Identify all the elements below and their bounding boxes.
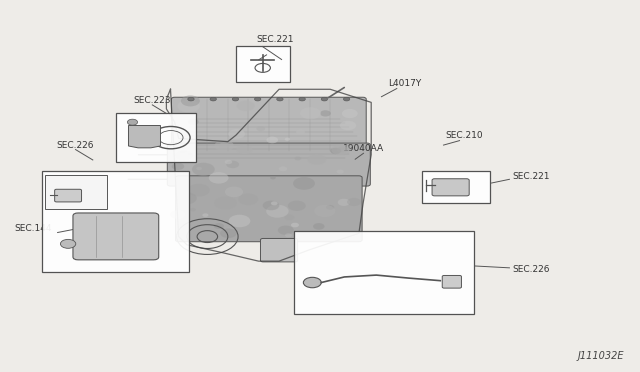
Text: 19040AA: 19040AA (343, 144, 384, 153)
Circle shape (214, 223, 224, 229)
Text: SEC.223: SEC.223 (134, 96, 171, 105)
Circle shape (177, 146, 188, 152)
Text: SEC.144: SEC.144 (15, 224, 52, 233)
FancyBboxPatch shape (442, 275, 461, 288)
Circle shape (210, 97, 216, 101)
Bar (294, 231, 474, 314)
Circle shape (293, 177, 315, 190)
Circle shape (320, 110, 331, 116)
Circle shape (172, 163, 184, 170)
Text: SEC.226: SEC.226 (57, 141, 94, 150)
Circle shape (224, 218, 241, 228)
Circle shape (190, 208, 196, 211)
Circle shape (236, 145, 253, 154)
Circle shape (262, 201, 280, 210)
Text: SEC.221: SEC.221 (512, 172, 550, 181)
Circle shape (196, 167, 202, 170)
Circle shape (307, 154, 326, 165)
Circle shape (169, 119, 186, 130)
Circle shape (181, 95, 200, 106)
Circle shape (232, 97, 239, 101)
Circle shape (60, 240, 76, 248)
Circle shape (177, 100, 200, 113)
Circle shape (228, 129, 245, 139)
Circle shape (294, 157, 301, 160)
Bar (236, 46, 290, 82)
Circle shape (296, 129, 305, 135)
Circle shape (175, 150, 193, 160)
Circle shape (340, 121, 356, 130)
Text: SEC.210: SEC.210 (446, 131, 483, 140)
Circle shape (300, 107, 321, 119)
Circle shape (225, 187, 243, 197)
Circle shape (255, 97, 261, 101)
Circle shape (271, 201, 278, 205)
Circle shape (270, 176, 276, 179)
Circle shape (175, 192, 197, 205)
Circle shape (266, 137, 278, 143)
Circle shape (337, 170, 344, 174)
Circle shape (342, 109, 358, 118)
Circle shape (202, 214, 209, 217)
Circle shape (338, 199, 350, 206)
FancyBboxPatch shape (73, 213, 159, 260)
Text: SEC.226: SEC.226 (512, 265, 550, 274)
FancyBboxPatch shape (172, 97, 366, 153)
Circle shape (237, 100, 255, 111)
Circle shape (285, 138, 290, 141)
Circle shape (347, 198, 361, 206)
Circle shape (321, 97, 328, 101)
Circle shape (227, 161, 239, 168)
Circle shape (192, 163, 215, 176)
Circle shape (221, 227, 237, 236)
Circle shape (209, 172, 228, 184)
Text: J111032E: J111032E (577, 351, 624, 361)
FancyBboxPatch shape (175, 176, 362, 242)
Circle shape (266, 205, 289, 218)
Circle shape (326, 205, 334, 210)
Circle shape (313, 223, 324, 230)
Circle shape (170, 210, 185, 219)
Text: L4017Y: L4017Y (388, 79, 421, 88)
Circle shape (276, 97, 283, 101)
Circle shape (238, 193, 259, 205)
Text: SEC.221: SEC.221 (257, 35, 294, 44)
Circle shape (278, 166, 287, 171)
Circle shape (214, 140, 234, 152)
Circle shape (127, 119, 138, 125)
Circle shape (288, 201, 306, 211)
Circle shape (257, 126, 265, 131)
Circle shape (220, 228, 237, 238)
Circle shape (225, 160, 232, 164)
FancyBboxPatch shape (54, 189, 81, 202)
Circle shape (228, 215, 250, 227)
Circle shape (278, 225, 294, 235)
Circle shape (284, 214, 294, 221)
Bar (116, 113, 196, 162)
Circle shape (299, 97, 305, 101)
Circle shape (219, 142, 230, 148)
Circle shape (291, 223, 299, 227)
Bar (422, 171, 490, 203)
Circle shape (214, 196, 237, 209)
Circle shape (332, 144, 351, 155)
Circle shape (285, 233, 292, 237)
FancyBboxPatch shape (260, 238, 298, 262)
Circle shape (344, 97, 350, 101)
FancyBboxPatch shape (432, 179, 469, 196)
FancyBboxPatch shape (167, 143, 371, 186)
Circle shape (303, 278, 321, 288)
Polygon shape (129, 125, 161, 148)
Bar (45, 175, 107, 209)
Circle shape (337, 146, 348, 153)
Circle shape (330, 148, 341, 154)
Bar (42, 171, 189, 272)
Circle shape (188, 97, 194, 101)
Circle shape (188, 184, 210, 196)
Circle shape (314, 205, 335, 217)
Circle shape (188, 119, 198, 125)
